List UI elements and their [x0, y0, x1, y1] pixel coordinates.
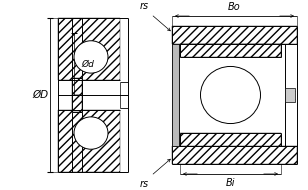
- Polygon shape: [58, 110, 120, 172]
- Text: ØD: ØD: [32, 90, 48, 100]
- Polygon shape: [172, 44, 179, 146]
- Polygon shape: [180, 133, 281, 146]
- Text: Bi: Bi: [226, 178, 235, 188]
- Circle shape: [74, 41, 108, 73]
- Polygon shape: [172, 26, 297, 44]
- Polygon shape: [58, 18, 120, 80]
- Polygon shape: [72, 78, 82, 95]
- Text: Bo: Bo: [228, 2, 241, 12]
- Polygon shape: [285, 88, 295, 102]
- Polygon shape: [72, 95, 82, 112]
- Text: rs: rs: [140, 179, 149, 189]
- Polygon shape: [180, 44, 281, 57]
- Polygon shape: [172, 146, 297, 164]
- Text: rs: rs: [140, 1, 149, 11]
- Text: Ød: Ød: [82, 60, 95, 69]
- Circle shape: [74, 117, 108, 149]
- Circle shape: [201, 66, 261, 124]
